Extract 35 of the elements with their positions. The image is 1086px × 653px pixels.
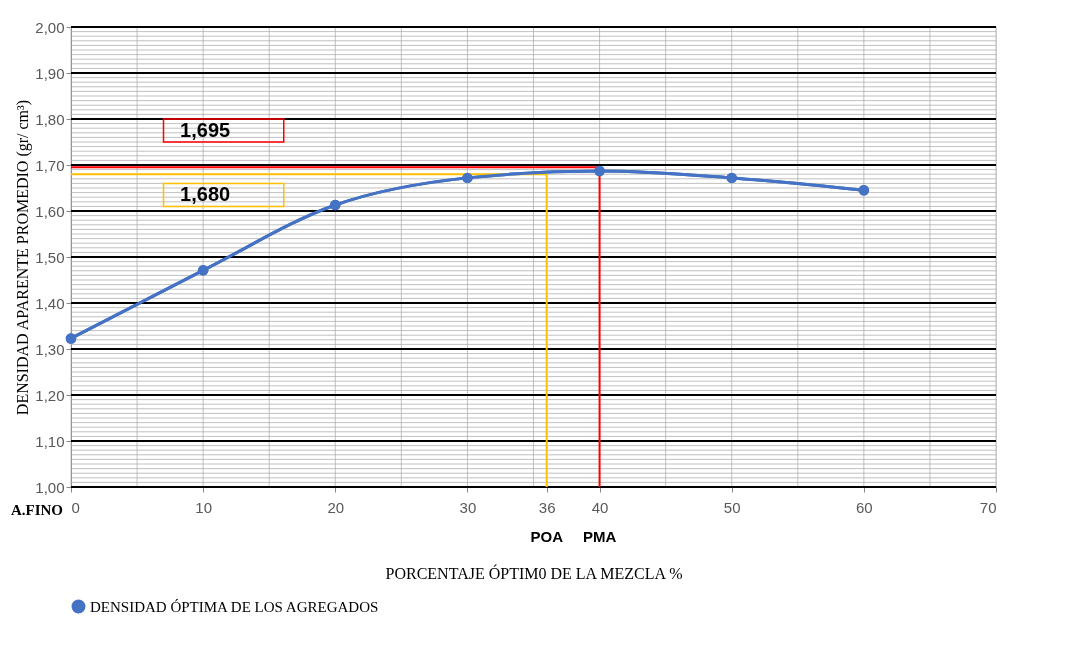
text: A.FINO [10, 502, 63, 518]
point [197, 265, 209, 276]
y-tick-label: 2,00 [35, 18, 65, 36]
x-axis-title: PORCENTAJE ÓPTIM0 DE LA MEZCLA % [385, 563, 683, 582]
y-tick-label: 1,20 [35, 386, 65, 404]
point [858, 185, 870, 196]
y-axis-title: DENSIDAD APARENTE PROMEDIO (gr/ cm³) [14, 99, 33, 416]
y-tick-label: 1,00 [35, 478, 65, 496]
x-tick-label: 20 [327, 498, 345, 516]
x-tick-label: 0 [71, 498, 80, 516]
y-tick-label: 1,10 [35, 432, 65, 450]
ref-line-label: PMA [582, 528, 617, 545]
point [330, 199, 341, 211]
y-tick-label: 1,50 [35, 248, 65, 266]
point [65, 333, 77, 344]
ref-line-label: POA [530, 528, 564, 545]
point [462, 172, 473, 184]
point [726, 172, 737, 184]
x-tick-label: 36 [538, 498, 556, 516]
x-tick-label: 40 [591, 498, 609, 516]
y-tick-label: 1,90 [35, 64, 65, 82]
x-tick-label: 30 [459, 498, 477, 516]
x-tick-label: 50 [723, 498, 741, 516]
legend-label: DENSIDAD ÓPTIMA DE LOS AGREGADOS [90, 598, 379, 615]
y-tick-label: 1,30 [35, 340, 65, 358]
ref-line-label: 1,680 [180, 182, 231, 205]
y-tick-label: 1,80 [35, 110, 65, 128]
x-tick-label: 10 [195, 498, 212, 516]
point [594, 165, 605, 177]
y-tick-label: 1,70 [35, 156, 65, 174]
y-tick-label: 1,60 [35, 202, 65, 220]
y-tick-label: 1,40 [35, 294, 65, 312]
ref-line-label: 1,695 [180, 118, 231, 141]
x-tick-label: 60 [856, 498, 873, 516]
x-tick-label: 70 [979, 498, 997, 516]
